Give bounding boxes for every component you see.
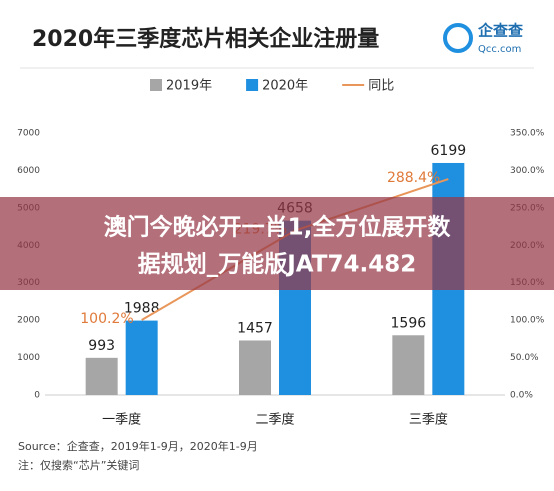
bar: [392, 335, 425, 395]
logo-icon: [443, 23, 473, 53]
legend-swatch: [246, 79, 259, 91]
legend-swatch: [150, 79, 162, 91]
y2-tick-label: 350.0%: [510, 129, 545, 139]
line-label: 100.2%: [80, 311, 133, 327]
data-label: 993: [88, 338, 115, 354]
source-line: Source：企查查，2019年1-9月，2020年1-9月: [18, 439, 258, 453]
logo-name: 企查查: [477, 22, 524, 40]
y2-tick-label: 100.0%: [510, 316, 545, 326]
legend-label: 同比: [368, 79, 394, 94]
y2-tick-label: 0.0%: [510, 391, 533, 401]
x-tick-label: 一季度: [102, 412, 141, 428]
y-tick-label: 0: [34, 391, 40, 401]
chart-title: 2020年三季度芯片相关企业注册量: [32, 26, 379, 52]
bar: [125, 320, 158, 395]
line-label: 288.4%: [387, 170, 440, 186]
legend-label: 2019年: [166, 79, 212, 94]
x-tick-label: 二季度: [255, 412, 294, 428]
y-tick-label: 7000: [17, 129, 40, 139]
source-line: 注：仅搜索“芯片”关键词: [18, 458, 139, 472]
x-tick-label: 三季度: [409, 412, 448, 428]
y2-tick-label: 50.0%: [510, 353, 539, 363]
banner-text: 据规划_万能版JAT74.482: [138, 251, 417, 278]
y-tick-label: 2000: [17, 316, 40, 326]
legend-label: 2020年: [262, 79, 308, 94]
data-label: 1988: [124, 301, 160, 317]
banner-text: 澳门今晚必开一肖1,全方位展开数: [104, 214, 452, 241]
banner: 澳门今晚必开一肖1,全方位展开数 据规划_万能版JAT74.482: [0, 197, 554, 290]
logo-url: Qcc.com: [478, 44, 521, 55]
banner-band: [0, 197, 554, 290]
bar: [239, 340, 271, 395]
y2-tick-label: 300.0%: [510, 166, 545, 176]
data-label: 1457: [237, 320, 273, 336]
data-label: 1596: [391, 315, 427, 331]
data-label: 6199: [431, 143, 467, 159]
bar: [85, 357, 118, 395]
y-tick-label: 1000: [17, 353, 40, 363]
y-tick-label: 6000: [17, 166, 40, 176]
